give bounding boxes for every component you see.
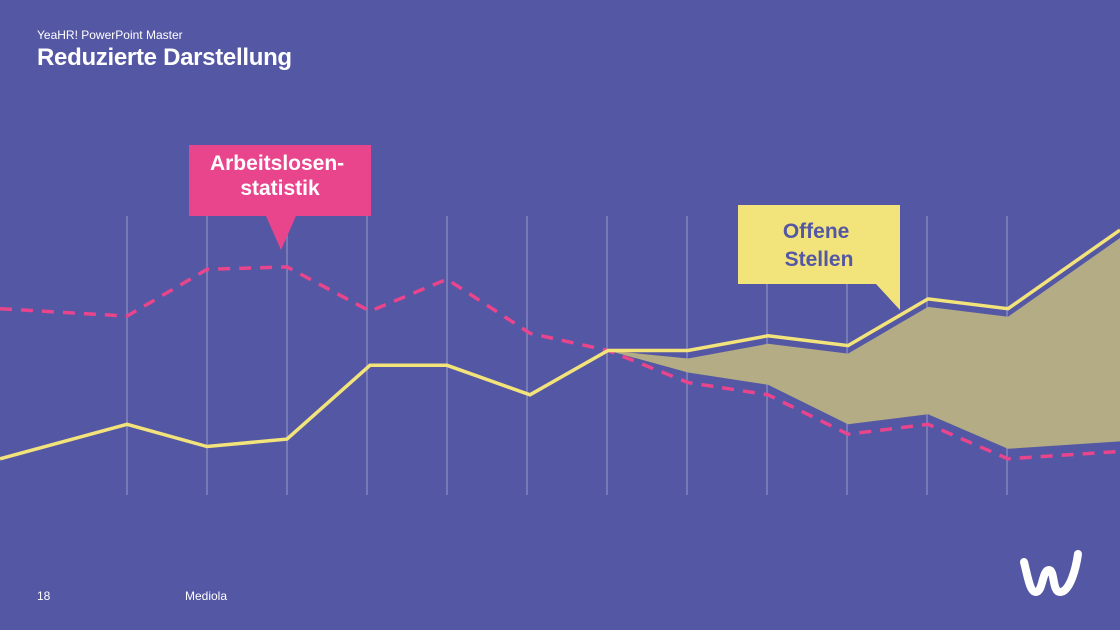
- svg-text:Arbeitslosen- statisti: Arbeitslosen- statistik: [210, 152, 350, 200]
- callout-unemployment-line-1: Arbeitslosen-: [210, 152, 344, 175]
- slide-kicker: YeaHR! PowerPoint Master: [37, 28, 183, 42]
- w-wave-logo-icon: [1020, 550, 1082, 596]
- callout-unemployment-line-2: statistik: [240, 177, 320, 200]
- callout-unemployment: Arbeitslosen- statistik: [189, 145, 371, 250]
- slide-title: Reduzierte Darstellung: [37, 44, 292, 71]
- callout-openings-line-1: Offene: [783, 220, 850, 243]
- callout-openings-bubble: [738, 205, 900, 310]
- footer-label: Mediola: [185, 589, 228, 603]
- series-line-openings: [0, 228, 1120, 461]
- series-line-unemployment: [0, 265, 1120, 461]
- callout-openings: Offene Stellen: [738, 205, 900, 310]
- svg-text:Offene Stellen: Offene Stellen: [783, 220, 855, 271]
- callout-unemployment-bubble: [189, 145, 371, 250]
- callout-openings-line-2: Stellen: [785, 248, 854, 271]
- page-number: 18: [37, 589, 51, 603]
- gap-area: [608, 238, 1120, 449]
